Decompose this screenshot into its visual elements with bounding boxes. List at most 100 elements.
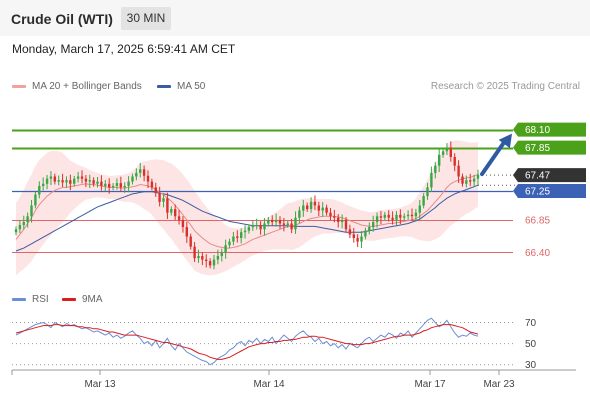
candle-body <box>441 151 445 155</box>
price-label-support: 66.85 <box>525 215 550 226</box>
candle-body <box>383 214 386 218</box>
candle-body <box>333 216 336 218</box>
price-label-pivot: 67.25 <box>525 187 550 198</box>
candle-body <box>181 219 185 228</box>
x-tick-label: Mar 14 <box>253 379 285 390</box>
candle-body <box>170 209 173 213</box>
candle-body <box>348 229 352 235</box>
candle-body <box>306 205 309 210</box>
candle-body <box>146 175 150 182</box>
legend-ma20: MA 20 + Bollinger Bands <box>12 81 142 92</box>
candle-body <box>430 172 433 188</box>
candle-body <box>166 198 169 213</box>
candle-body <box>337 217 340 222</box>
candle-body <box>88 180 91 182</box>
rsi-level-label: 30 <box>525 360 537 371</box>
rsi-level-label: 50 <box>525 339 537 350</box>
candle-body <box>317 205 320 211</box>
candle-body <box>344 219 348 230</box>
legend-9ma-label: 9MA <box>82 294 103 305</box>
candle-body <box>158 193 161 202</box>
price-label-current: 67.47 <box>525 171 550 182</box>
candle-body <box>69 180 72 184</box>
candle-body <box>232 236 235 242</box>
ma20-line <box>15 173 479 249</box>
legend-ma20-label: MA 20 + Bollinger Bands <box>32 81 142 92</box>
price-tag-current <box>513 168 586 183</box>
candle-body <box>100 181 103 186</box>
candle-body <box>92 180 95 184</box>
x-tick-label: Mar 13 <box>84 379 116 390</box>
candle-body <box>465 180 468 184</box>
candle-body <box>352 234 355 238</box>
candle-body <box>162 198 165 202</box>
candle-body <box>174 209 177 217</box>
candle-body <box>96 181 99 184</box>
candle-body <box>325 207 328 213</box>
candle-body <box>18 225 22 230</box>
candle-body <box>321 207 324 211</box>
candle-body <box>368 227 371 231</box>
candle-body <box>34 194 37 206</box>
rsi-line <box>15 317 479 366</box>
candle-body <box>185 227 188 237</box>
candle-body <box>434 165 437 173</box>
candle-body <box>267 219 270 224</box>
candle-body <box>208 261 212 266</box>
legend-rsi-label: RSI <box>32 294 49 305</box>
candle-body <box>329 212 332 217</box>
candle-body <box>224 245 227 253</box>
candle-body <box>189 236 192 247</box>
candle-body <box>263 223 266 230</box>
candle-body <box>399 214 402 218</box>
candle-body <box>379 216 383 218</box>
candle-body <box>216 256 220 260</box>
legend-ma50-label: MA 50 <box>177 81 206 92</box>
candle-body <box>53 176 56 182</box>
candle-body <box>108 183 111 188</box>
price-label-support: 66.40 <box>525 248 550 259</box>
candle-body <box>197 256 200 259</box>
candle-body <box>422 196 425 206</box>
price-tag-resistance <box>513 140 586 155</box>
ma50-swatch-icon <box>157 85 171 88</box>
candle-body <box>410 214 414 217</box>
legend-9ma: 9MA <box>62 294 103 305</box>
forecast-arrow-icon <box>498 133 512 149</box>
ma50-line <box>15 184 479 252</box>
candle-body <box>131 176 134 182</box>
candle-body <box>453 157 456 166</box>
rsi-ma-swatch-icon <box>62 298 76 301</box>
candle-body <box>45 178 49 184</box>
candle-body <box>271 219 274 223</box>
price-tag-resistance <box>513 122 586 137</box>
candle-body <box>119 183 122 188</box>
datetime-label: Monday, March 17, 2025 6:59:41 AM CET <box>12 42 236 56</box>
candle-body <box>42 183 45 186</box>
candle-body <box>247 227 251 231</box>
candle-body <box>364 230 367 237</box>
candle-body <box>438 154 441 166</box>
price-tag-pivot <box>513 184 586 198</box>
candle-body <box>240 232 243 238</box>
candle-body <box>73 178 76 184</box>
price-label-resistance: 68.10 <box>525 125 550 136</box>
candle-body <box>61 180 64 183</box>
instrument-title: Crude Oil (WTI) <box>11 11 113 27</box>
candle-body <box>111 185 115 188</box>
x-axis: Mar 13 Mar 14 Mar 17 Mar 23 <box>11 369 576 390</box>
candle-body <box>403 216 406 218</box>
timeframe-button[interactable]: 30 MIN <box>121 7 171 30</box>
legend-rsi: RSI <box>12 294 49 305</box>
candle-body <box>135 172 138 177</box>
candle-body <box>278 219 282 224</box>
candle-body <box>177 216 181 220</box>
candle-body <box>80 176 84 179</box>
candle-body <box>356 238 359 242</box>
rsi-swatch-icon <box>12 298 26 301</box>
candle-body <box>372 222 375 228</box>
candle-body <box>38 185 41 195</box>
rsi-level-label: 70 <box>525 318 537 329</box>
candle-body <box>127 181 130 186</box>
